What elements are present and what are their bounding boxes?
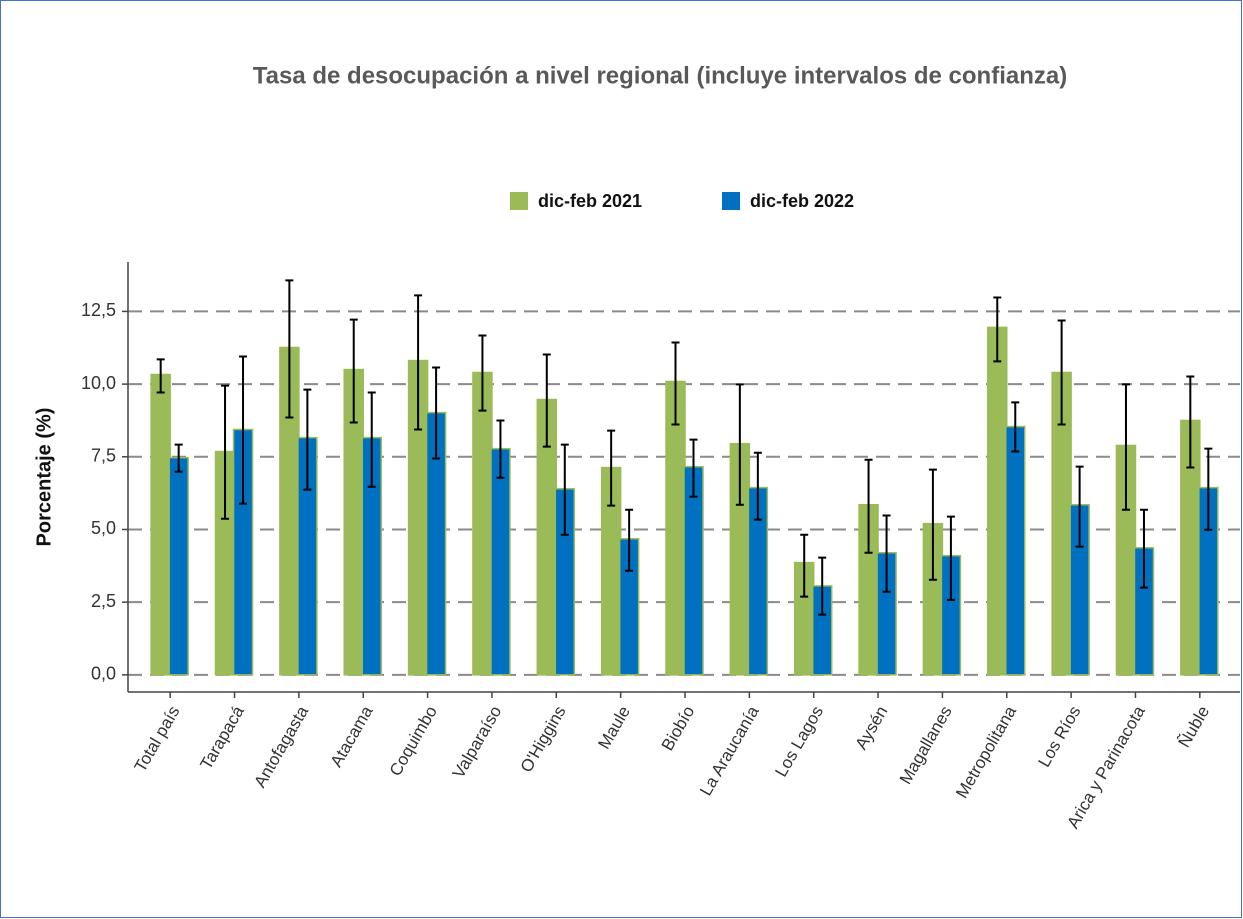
error-bar — [753, 451, 762, 521]
error-bar — [882, 514, 891, 593]
bar — [150, 373, 171, 676]
error-bar — [432, 366, 441, 460]
y-tick-label: 2,5 — [91, 591, 116, 611]
error-bar — [993, 296, 1002, 363]
error-bar — [303, 388, 312, 491]
error-bar — [928, 468, 937, 581]
legend-swatch — [510, 192, 528, 210]
bar — [683, 465, 704, 676]
error-bar — [1204, 447, 1213, 531]
error-bar — [285, 279, 294, 419]
error-bar — [560, 443, 569, 536]
legend-label: dic-feb 2022 — [750, 191, 854, 211]
error-bar — [174, 443, 183, 473]
bar — [490, 447, 511, 676]
error-bar — [239, 355, 248, 505]
error-bar — [1186, 375, 1195, 469]
error-bar — [864, 458, 873, 554]
error-bar — [478, 334, 487, 412]
error-bar — [1139, 508, 1148, 589]
y-tick-label: 5,0 — [91, 518, 116, 538]
error-bar — [946, 515, 955, 601]
error-bar — [607, 429, 616, 507]
error-bar — [367, 391, 376, 488]
bar — [472, 371, 493, 676]
error-bar — [1075, 465, 1084, 548]
legend-label: dic-feb 2021 — [538, 191, 642, 211]
error-bar — [1057, 319, 1066, 426]
error-bar — [496, 419, 505, 479]
error-bar — [156, 358, 165, 394]
bar — [168, 456, 189, 676]
y-tick-label: 12,5 — [81, 300, 116, 320]
legend-swatch — [722, 192, 740, 210]
error-bar — [689, 438, 698, 498]
error-bar — [800, 533, 809, 598]
y-axis-label: Porcentaje (%) — [33, 408, 55, 547]
bar — [1005, 425, 1026, 676]
error-bar — [542, 353, 551, 448]
bar — [987, 326, 1008, 676]
y-tick-label: 7,5 — [91, 446, 116, 466]
error-bar — [349, 318, 358, 424]
error-bar — [818, 556, 827, 616]
error-bar — [414, 294, 423, 431]
error-bar — [221, 384, 230, 520]
error-bar — [1121, 383, 1130, 511]
error-bar — [625, 508, 634, 572]
y-tick-label: 0,0 — [91, 664, 116, 684]
y-tick-label: 10,0 — [81, 373, 116, 393]
error-bar — [671, 341, 680, 426]
error-bar — [1011, 401, 1020, 453]
error-bar — [735, 383, 744, 506]
chart-title: Tasa de desocupación a nivel regional (i… — [253, 62, 1067, 89]
